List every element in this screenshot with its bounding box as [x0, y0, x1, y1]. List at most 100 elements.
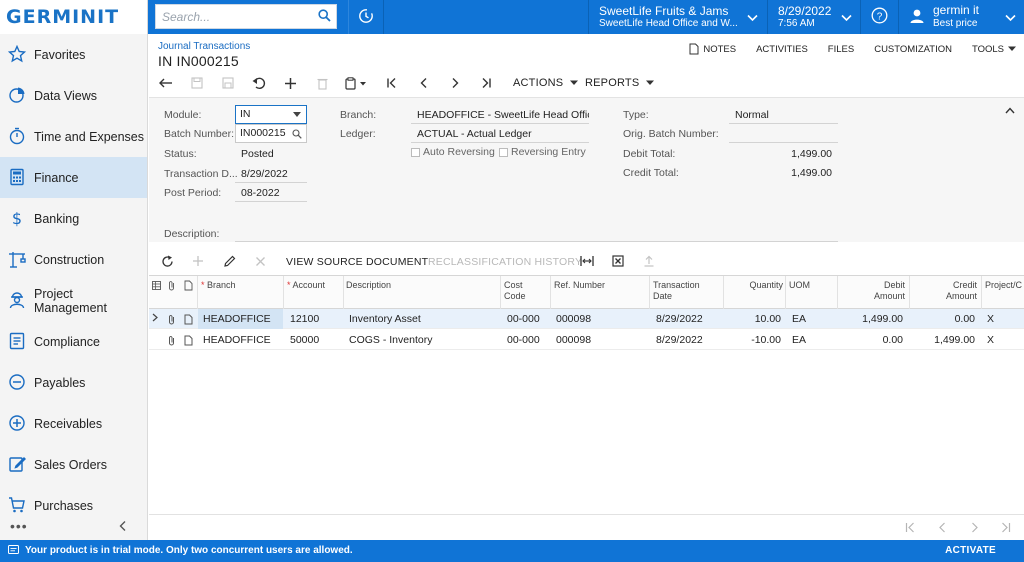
undo-icon[interactable]	[251, 75, 267, 91]
cell-transaction-date[interactable]: 8/29/2022	[656, 313, 703, 325]
sidebar-item-time-and-expenses[interactable]: Time and Expenses	[0, 116, 147, 157]
cell-credit[interactable]: 0.00	[954, 313, 975, 325]
more-menu-button[interactable]: •••	[10, 518, 28, 534]
cell-quantity[interactable]: -10.00	[751, 334, 781, 346]
sidebar-item-data-views[interactable]: Data Views	[0, 75, 147, 116]
sidebar-item-purchases[interactable]: Purchases	[0, 485, 147, 526]
auto-reversing-checkbox[interactable]: Auto Reversing	[411, 146, 495, 158]
description-field[interactable]	[235, 241, 838, 242]
cell-branch[interactable]: HEADOFFICE	[203, 313, 271, 325]
edit-icon[interactable]	[221, 253, 237, 269]
cell-account[interactable]: 12100	[290, 313, 320, 325]
cell-ref-number[interactable]: 000098	[556, 313, 592, 325]
column-header-credit-amount[interactable]: Credit Amount	[913, 280, 977, 302]
activate-button[interactable]: ACTIVATE	[945, 545, 996, 556]
activities-link[interactable]: ACTIVITIES	[756, 43, 808, 55]
checkbox-box[interactable]	[411, 147, 420, 157]
cell-project[interactable]: X	[987, 313, 995, 325]
note-icon[interactable]	[184, 335, 193, 349]
column-header-branch[interactable]: * Branch	[201, 280, 236, 290]
cell-ref-number[interactable]: 000098	[556, 334, 592, 346]
sidebar-item-compliance[interactable]: Compliance	[0, 321, 147, 362]
breadcrumb[interactable]: Journal Transactions	[158, 41, 251, 52]
sidebar-item-receivables[interactable]: Receivables	[0, 403, 147, 444]
first-page-icon[interactable]	[905, 522, 916, 536]
help-button[interactable]: ?	[860, 0, 898, 34]
batch-number-field[interactable]: IN000215	[235, 124, 307, 143]
cell-debit[interactable]: 0.00	[882, 334, 903, 346]
previous-record-icon[interactable]	[416, 75, 432, 91]
cell-uom[interactable]: EA	[792, 334, 807, 346]
previous-page-icon[interactable]	[937, 522, 948, 536]
transaction-date-value[interactable]: 8/29/2022	[241, 168, 288, 180]
cell-credit[interactable]: 1,499.00	[934, 334, 975, 346]
selected-cell[interactable]	[198, 309, 283, 329]
column-header-quantity[interactable]: Quantity	[749, 280, 783, 290]
post-period-value[interactable]: 08-2022	[241, 187, 280, 199]
cell-uom[interactable]: EA	[792, 313, 807, 325]
upload-icon[interactable]	[641, 253, 657, 269]
sidebar-item-favorites[interactable]: Favorites	[0, 34, 147, 75]
column-header-debit-amount[interactable]: Debit Amount	[841, 280, 905, 302]
cell-quantity[interactable]: 10.00	[754, 313, 781, 325]
last-record-icon[interactable]	[478, 75, 494, 91]
sidebar-item-payables[interactable]: Payables	[0, 362, 147, 403]
cell-cost-code[interactable]: 00-000	[507, 313, 540, 325]
fit-columns-icon[interactable]	[579, 253, 595, 269]
collapse-form-icon[interactable]	[1005, 103, 1015, 117]
refresh-icon[interactable]	[159, 253, 175, 269]
column-header-transaction-date[interactable]: Transaction Date	[653, 280, 700, 302]
files-link[interactable]: FILES	[827, 43, 855, 55]
reports-menu[interactable]: REPORTS	[585, 77, 654, 89]
row-selector-icon[interactable]	[152, 313, 158, 325]
grid-settings-icon[interactable]	[152, 281, 161, 293]
cell-description[interactable]: Inventory Asset	[349, 313, 421, 325]
cell-project[interactable]: X	[987, 334, 995, 346]
next-record-icon[interactable]	[447, 75, 463, 91]
table-row[interactable]: HEADOFFICE 50000 COGS - Inventory 00-000…	[149, 330, 1024, 350]
column-header-description[interactable]: Description	[346, 280, 392, 290]
module-select[interactable]: IN	[235, 105, 307, 124]
sidebar-item-sales-orders[interactable]: Sales Orders	[0, 444, 147, 485]
sidebar-item-project-management[interactable]: Project Management	[0, 280, 147, 321]
back-arrow-icon[interactable]	[158, 75, 174, 91]
search-icon[interactable]	[318, 9, 331, 25]
cell-branch[interactable]: HEADOFFICE	[203, 334, 271, 346]
sidebar-item-banking[interactable]: $ Banking	[0, 198, 147, 239]
column-header-account[interactable]: * Account	[287, 280, 326, 290]
search-box[interactable]	[155, 4, 337, 29]
delete-row-icon[interactable]	[252, 253, 268, 269]
column-header-ref-number[interactable]: Ref. Number	[554, 280, 606, 290]
cell-transaction-date[interactable]: 8/29/2022	[656, 334, 703, 346]
add-icon[interactable]	[282, 75, 298, 91]
last-page-icon[interactable]	[1000, 522, 1011, 536]
copy-paste-icon[interactable]	[344, 75, 370, 91]
note-icon[interactable]	[184, 314, 193, 328]
notes-link[interactable]: NOTES	[689, 43, 736, 55]
date-selector[interactable]: 8/29/2022 7:56 AM	[767, 0, 860, 34]
delete-icon[interactable]	[314, 75, 330, 91]
attachment-icon[interactable]	[167, 335, 176, 349]
tools-menu[interactable]: TOOLS	[972, 43, 1016, 55]
sidebar-item-construction[interactable]: Construction	[0, 239, 147, 280]
logo[interactable]: GERMINIT	[0, 0, 148, 34]
next-page-icon[interactable]	[969, 522, 980, 536]
table-row[interactable]: HEADOFFICE 12100 Inventory Asset 00-000 …	[149, 309, 1024, 329]
add-row-icon[interactable]	[190, 253, 206, 269]
cell-cost-code[interactable]: 00-000	[507, 334, 540, 346]
ledger-value[interactable]: ACTUAL - Actual Ledger	[417, 128, 532, 140]
first-record-icon[interactable]	[384, 75, 400, 91]
cell-account[interactable]: 50000	[290, 334, 320, 346]
customization-link[interactable]: CUSTOMIZATION	[874, 43, 952, 55]
export-excel-icon[interactable]	[610, 253, 626, 269]
recent-history-button[interactable]	[348, 0, 384, 34]
column-header-cost-code[interactable]: Cost Code	[504, 280, 526, 302]
checkbox-box[interactable]	[499, 147, 508, 157]
save-icon[interactable]	[189, 75, 205, 91]
search-icon[interactable]	[292, 129, 302, 139]
cell-description[interactable]: COGS - Inventory	[349, 334, 433, 346]
column-header-project[interactable]: Project/C	[985, 280, 1023, 290]
reclassification-history-button[interactable]: RECLASSIFICATION HISTORY	[428, 256, 583, 268]
save-and-close-icon[interactable]	[220, 75, 236, 91]
attachment-icon[interactable]	[167, 314, 176, 328]
